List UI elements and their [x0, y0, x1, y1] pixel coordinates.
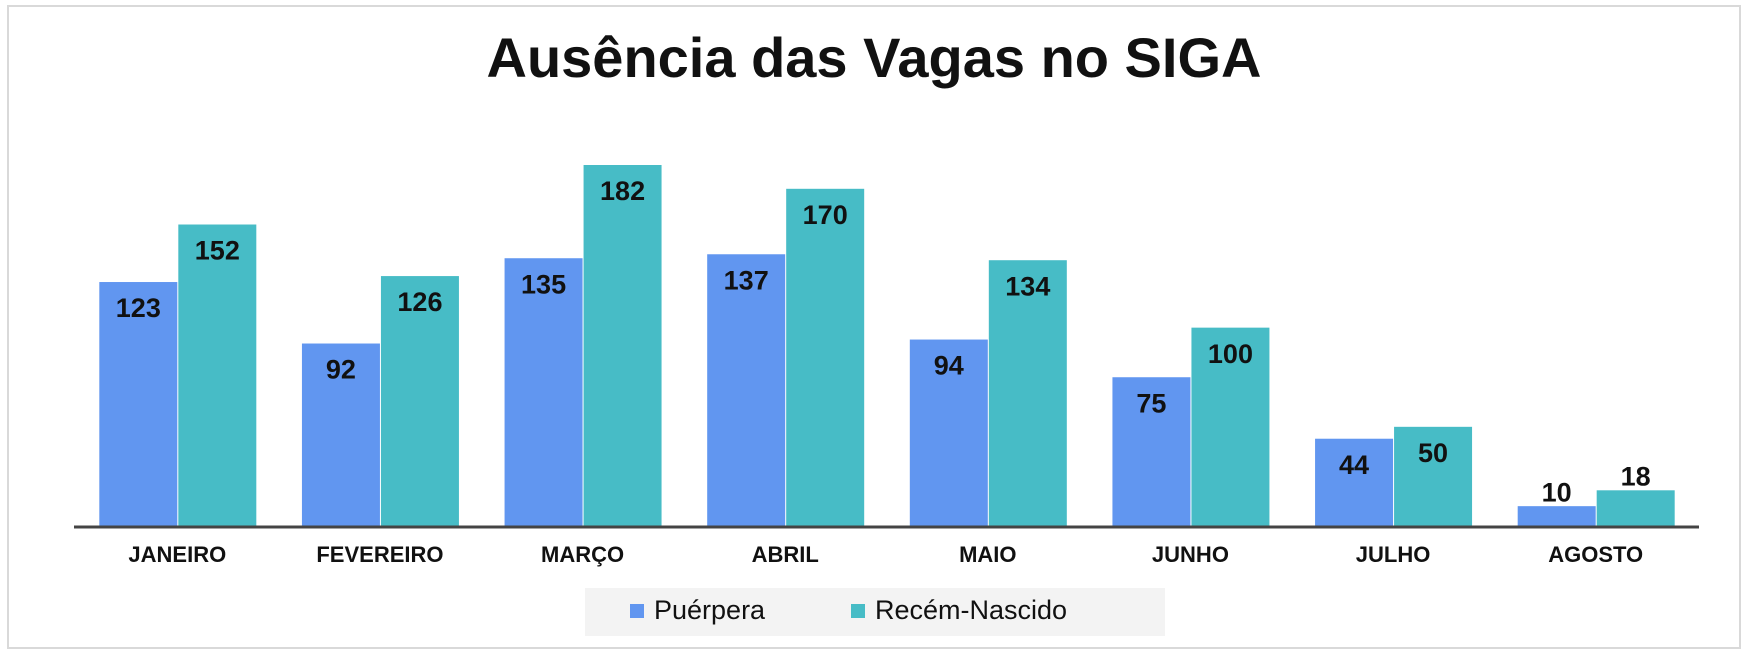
data-label: 94: [934, 351, 964, 381]
x-tick-label: ABRIL: [752, 542, 819, 567]
data-label: 182: [600, 176, 645, 206]
bar: [1315, 438, 1394, 526]
legend-swatch: [851, 604, 865, 618]
x-tick-label: JANEIRO: [128, 542, 226, 567]
x-tick-label: JULHO: [1356, 542, 1431, 567]
data-label: 152: [195, 236, 240, 266]
bar: [178, 224, 257, 526]
bar: [707, 254, 786, 526]
x-tick-label: JUNHO: [1152, 542, 1229, 567]
bar: [988, 260, 1067, 526]
bar: [786, 188, 865, 527]
bar: [909, 339, 988, 526]
bar: [1191, 327, 1270, 526]
bar: [1596, 490, 1675, 526]
x-tick-label: AGOSTO: [1548, 542, 1643, 567]
data-label: 135: [521, 269, 566, 299]
data-label: 75: [1136, 388, 1166, 418]
legend-label: Puérpera: [654, 595, 766, 625]
bar: [1112, 377, 1191, 526]
data-label: 44: [1339, 450, 1369, 480]
data-label: 10: [1542, 477, 1572, 507]
data-label: 92: [326, 355, 356, 385]
legend-box: [585, 588, 1165, 636]
bar: [99, 282, 178, 526]
data-label: 126: [397, 287, 442, 317]
chart-frame: [7, 5, 1741, 649]
x-tick-label: MAIO: [959, 542, 1016, 567]
x-tick-label: FEVEREIRO: [316, 542, 443, 567]
data-label: 137: [724, 265, 769, 295]
data-label: 134: [1005, 271, 1050, 301]
data-label: 100: [1208, 339, 1253, 369]
bar: [1394, 426, 1473, 526]
legend-swatch: [630, 604, 644, 618]
bar: [1517, 506, 1596, 526]
chart-title: Ausência das Vagas no SIGA: [487, 26, 1262, 89]
x-tick-label: MARÇO: [541, 542, 624, 567]
bar: [583, 165, 662, 526]
bar: [380, 276, 459, 526]
bar: [504, 258, 583, 526]
data-label: 18: [1621, 461, 1651, 491]
data-label: 50: [1418, 438, 1448, 468]
bar: [301, 343, 380, 526]
data-label: 123: [116, 293, 161, 323]
data-label: 170: [803, 200, 848, 230]
legend-label: Recém-Nascido: [875, 595, 1067, 625]
